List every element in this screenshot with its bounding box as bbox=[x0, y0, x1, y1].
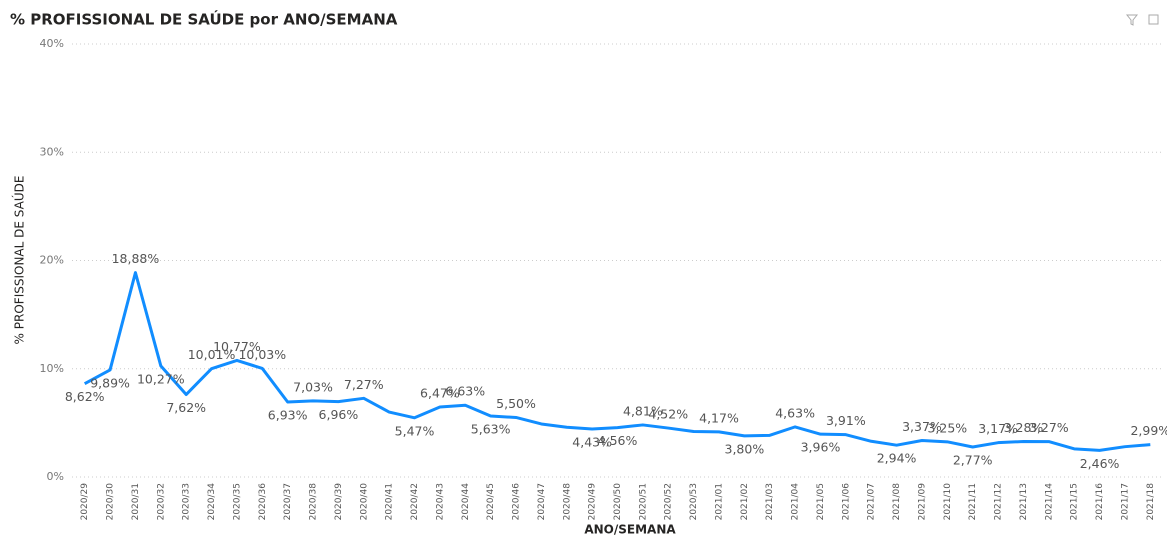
data-label: 4,43% bbox=[572, 435, 612, 450]
x-tick-label: 2021/12 bbox=[994, 483, 1004, 520]
data-label: 6,93% bbox=[268, 407, 308, 422]
y-axis-title: % PROFISSIONAL DE SAÚDE bbox=[12, 176, 27, 345]
focus-icon[interactable] bbox=[1148, 14, 1159, 25]
x-tick-label: 2021/04 bbox=[791, 483, 801, 521]
data-label: 7,27% bbox=[344, 377, 384, 392]
x-tick-label: 2021/18 bbox=[1146, 483, 1156, 521]
data-label: 2,94% bbox=[877, 451, 917, 466]
data-label: 3,17% bbox=[978, 421, 1018, 436]
y-tick-label: 10% bbox=[40, 362, 64, 375]
x-tick-label: 2021/13 bbox=[1019, 483, 1029, 520]
data-label: 10,01% bbox=[188, 347, 236, 362]
chart-title: % PROFISSIONAL DE SAÚDE por ANO/SEMANA bbox=[10, 10, 398, 29]
x-tick-label: 2021/14 bbox=[1044, 483, 1054, 521]
data-label: 10,27% bbox=[137, 371, 185, 386]
x-tick-label: 2020/49 bbox=[588, 483, 598, 521]
y-tick-label: 20% bbox=[40, 254, 64, 267]
x-tick-label: 2021/10 bbox=[943, 483, 953, 521]
data-label: 4,52% bbox=[648, 407, 688, 422]
y-tick-label: 0% bbox=[47, 470, 64, 483]
data-label: 18,88% bbox=[112, 251, 160, 266]
filter-icon[interactable] bbox=[1125, 14, 1139, 26]
x-tick-label: 2020/45 bbox=[486, 483, 496, 520]
x-tick-label: 2020/52 bbox=[664, 483, 674, 520]
data-label: 10,77% bbox=[213, 339, 261, 354]
x-tick-label: 2020/50 bbox=[613, 483, 623, 521]
data-label: 3,96% bbox=[801, 440, 841, 455]
data-label: 6,47% bbox=[420, 385, 460, 400]
x-tick-label: 2020/42 bbox=[410, 483, 420, 520]
data-label: 3,37% bbox=[902, 419, 942, 434]
x-tick-label: 2020/48 bbox=[562, 483, 572, 521]
data-label: 5,50% bbox=[496, 396, 536, 411]
x-tick-label: 2021/09 bbox=[917, 483, 927, 521]
x-tick-label: 2021/08 bbox=[892, 483, 902, 521]
data-label: 4,56% bbox=[598, 433, 638, 448]
x-tick-label: 2021/02 bbox=[740, 483, 750, 520]
x-tick-label: 2020/38 bbox=[309, 483, 319, 521]
data-label: 3,80% bbox=[725, 441, 765, 456]
data-label: 3,91% bbox=[826, 413, 866, 428]
data-label: 3,28% bbox=[1004, 420, 1044, 435]
x-tick-label: 2020/33 bbox=[182, 483, 192, 520]
x-tick-label: 2020/29 bbox=[80, 483, 90, 521]
data-label: 10,03% bbox=[238, 347, 286, 362]
data-label: 7,62% bbox=[166, 400, 206, 415]
data-label: 5,47% bbox=[395, 423, 435, 438]
header-icons[interactable] bbox=[1125, 14, 1159, 26]
x-tick-label: 2021/07 bbox=[867, 483, 877, 520]
y-tick-label: 30% bbox=[40, 145, 64, 158]
x-tick-label: 2020/34 bbox=[207, 483, 217, 521]
data-label: 6,96% bbox=[319, 407, 359, 422]
x-tick-label: 2020/51 bbox=[638, 483, 648, 520]
data-label: 8,62% bbox=[65, 389, 105, 404]
x-tick-label: 2021/16 bbox=[1095, 483, 1105, 521]
data-label: 5,63% bbox=[471, 422, 511, 437]
x-tick-label: 2021/11 bbox=[968, 483, 978, 520]
x-tick-label: 2021/06 bbox=[841, 483, 851, 521]
x-tick-label: 2020/53 bbox=[689, 483, 699, 520]
x-tick-label: 2020/39 bbox=[334, 483, 344, 521]
x-tick-label: 2021/01 bbox=[714, 483, 724, 520]
x-tick-label: 2020/43 bbox=[435, 483, 445, 520]
x-tick-label: 2020/40 bbox=[359, 483, 369, 521]
x-tick-label: 2021/05 bbox=[816, 483, 826, 520]
data-label: 2,99% bbox=[1130, 423, 1167, 438]
x-tick-label: 2021/15 bbox=[1070, 483, 1080, 520]
x-tick-label: 2020/32 bbox=[156, 483, 166, 520]
x-axis-title: ANO/SEMANA bbox=[584, 523, 676, 535]
x-tick-label: 2020/31 bbox=[131, 483, 141, 520]
line-series bbox=[83, 271, 1151, 452]
data-label: 4,81% bbox=[623, 403, 663, 418]
x-tick-label: 2020/37 bbox=[283, 483, 293, 520]
x-tick-label: 2021/17 bbox=[1120, 483, 1130, 520]
data-label: 3,27% bbox=[1029, 420, 1069, 435]
x-tick-label: 2020/41 bbox=[385, 483, 395, 520]
data-label: 6,63% bbox=[445, 384, 485, 399]
data-label: 2,77% bbox=[953, 453, 993, 468]
x-tick-label: 2020/35 bbox=[232, 483, 242, 520]
x-tick-label: 2020/36 bbox=[258, 483, 268, 521]
x-tick-label: 2021/03 bbox=[765, 483, 775, 520]
data-label: 4,63% bbox=[775, 405, 815, 420]
data-label: 4,17% bbox=[699, 410, 739, 425]
data-label: 7,03% bbox=[293, 379, 333, 394]
x-tick-label: 2020/30 bbox=[106, 483, 116, 521]
data-label: 9,89% bbox=[90, 375, 130, 390]
y-tick-label: 40% bbox=[40, 37, 64, 50]
data-label: 3,25% bbox=[927, 420, 967, 435]
x-tick-label: 2020/47 bbox=[537, 483, 547, 520]
data-label: 2,46% bbox=[1080, 456, 1120, 471]
x-tick-label: 2020/44 bbox=[461, 483, 471, 521]
x-tick-label: 2020/46 bbox=[512, 483, 522, 521]
